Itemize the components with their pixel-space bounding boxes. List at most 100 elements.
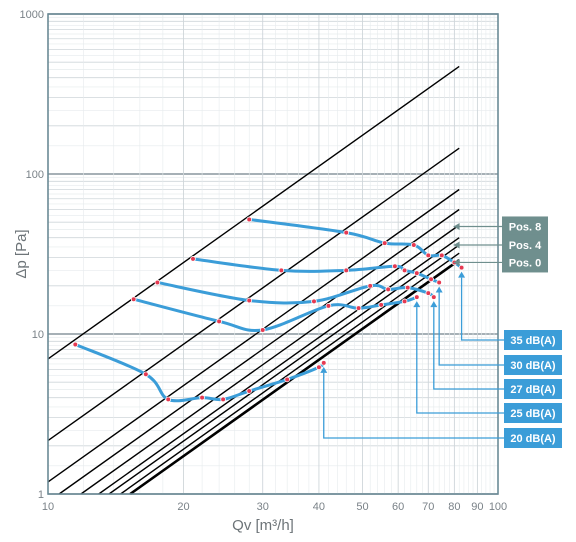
x-axis-label: Qv [m³/h]: [232, 517, 294, 534]
db-tag-box: [504, 355, 562, 375]
db-tag-box: [504, 403, 562, 423]
data-point: [343, 267, 350, 274]
data-point: [458, 264, 465, 271]
data-point: [199, 394, 205, 401]
data-point: [411, 242, 417, 248]
data-point: [428, 276, 434, 283]
pos-tag-label: Pos. 4: [509, 240, 542, 252]
plot-frame: [47, 13, 499, 495]
damper-line: [58, 208, 460, 495]
damper-position-lines: [47, 65, 460, 496]
db-tag-leader: [323, 372, 504, 439]
arrow-up-icon: [413, 301, 421, 308]
x-tick-label: 30: [257, 501, 269, 513]
pos-tag-box: [502, 234, 548, 255]
damper-line: [80, 224, 460, 495]
x-tick-label: 20: [177, 501, 189, 513]
data-point: [143, 371, 149, 378]
data-point: [316, 364, 322, 371]
db-tag-leader: [460, 277, 504, 341]
arrow-up-icon: [435, 286, 443, 293]
data-point: [401, 298, 408, 305]
arrow-up-icon: [430, 301, 438, 308]
data-point: [401, 267, 408, 274]
db-tag-leader: [433, 307, 504, 390]
data-point: [154, 279, 161, 286]
data-point: [392, 263, 398, 270]
data-point: [246, 297, 253, 304]
x-tick-label: 40: [313, 501, 325, 513]
data-point: [246, 388, 253, 394]
curve-markers: [72, 216, 465, 403]
db-tag-label: 25 dB(A): [510, 408, 556, 420]
data-point: [381, 240, 388, 246]
damper-line: [120, 252, 460, 495]
damper-line: [47, 65, 460, 360]
x-tick-label: 90: [471, 501, 483, 513]
db-tag-label: 27 dB(A): [510, 384, 556, 396]
db-tag-leader: [438, 292, 504, 366]
x-tick-label: 60: [392, 501, 404, 513]
arrow-icon: [453, 222, 460, 230]
x-tick-label: 10: [42, 501, 54, 513]
arrow-icon: [453, 241, 460, 249]
y-tick-label: 1000: [20, 9, 44, 21]
arrow-up-icon: [320, 366, 328, 373]
arrow-icon: [453, 258, 460, 266]
db-tag-label: 35 dB(A): [510, 335, 556, 347]
position-tags: Pos. 8 Pos. 4 Pos. 0: [453, 216, 548, 273]
y-tick-label: 10: [32, 329, 44, 341]
y-axis-label: Δp [Pa]: [13, 229, 30, 278]
data-point: [284, 376, 290, 383]
data-point: [130, 296, 137, 303]
data-point: [430, 294, 437, 300]
data-point: [216, 318, 222, 325]
data-point: [413, 294, 420, 300]
data-point: [425, 252, 432, 259]
damper-line: [47, 147, 460, 442]
x-tick-labels: 10 20 30 40 50 60 70 80 90 100: [42, 501, 507, 513]
data-point: [190, 256, 196, 262]
data-point: [436, 279, 442, 286]
data-point: [220, 396, 226, 403]
db-tag-box: [504, 330, 562, 350]
data-point: [325, 303, 332, 309]
db-tag-leader: [416, 307, 504, 414]
damper-line: [98, 237, 460, 495]
y-tick-labels: 1 10 100 1000: [20, 9, 44, 501]
curve-35-db-a-: [247, 217, 464, 270]
damper-line: [47, 188, 460, 483]
data-point: [355, 305, 362, 311]
pos-tag-label: Pos. 0: [509, 257, 541, 269]
data-point: [320, 360, 327, 366]
data-point: [72, 341, 79, 348]
y-tick-label: 1: [38, 489, 44, 501]
db-tag-label: 30 dB(A): [510, 360, 556, 372]
data-point: [378, 302, 384, 308]
data-point: [311, 298, 317, 305]
pos-tag-box: [502, 216, 548, 237]
data-point: [165, 396, 172, 403]
db-tag-label: 20 dB(A): [510, 433, 556, 445]
x-tick-label: 100: [489, 501, 507, 513]
curve-20-db-a-: [73, 342, 326, 403]
pos-tag-box: [502, 252, 548, 273]
data-point: [413, 270, 420, 276]
data-point: [278, 267, 285, 274]
x-tick-label: 50: [356, 501, 368, 513]
y-tick-label: 100: [26, 169, 44, 181]
data-point: [404, 284, 411, 291]
data-point: [385, 286, 391, 293]
data-point: [425, 290, 432, 296]
x-tick-label: 70: [422, 501, 434, 513]
x-tick-label: 80: [448, 501, 460, 513]
pos-tag-label: Pos. 8: [509, 221, 541, 233]
data-point: [246, 216, 253, 223]
db-tag-box: [504, 379, 562, 399]
data-point: [438, 252, 445, 259]
db-tag-box: [504, 428, 562, 448]
data-point: [259, 327, 266, 333]
data-point: [343, 229, 350, 236]
arrow-up-icon: [458, 271, 466, 278]
